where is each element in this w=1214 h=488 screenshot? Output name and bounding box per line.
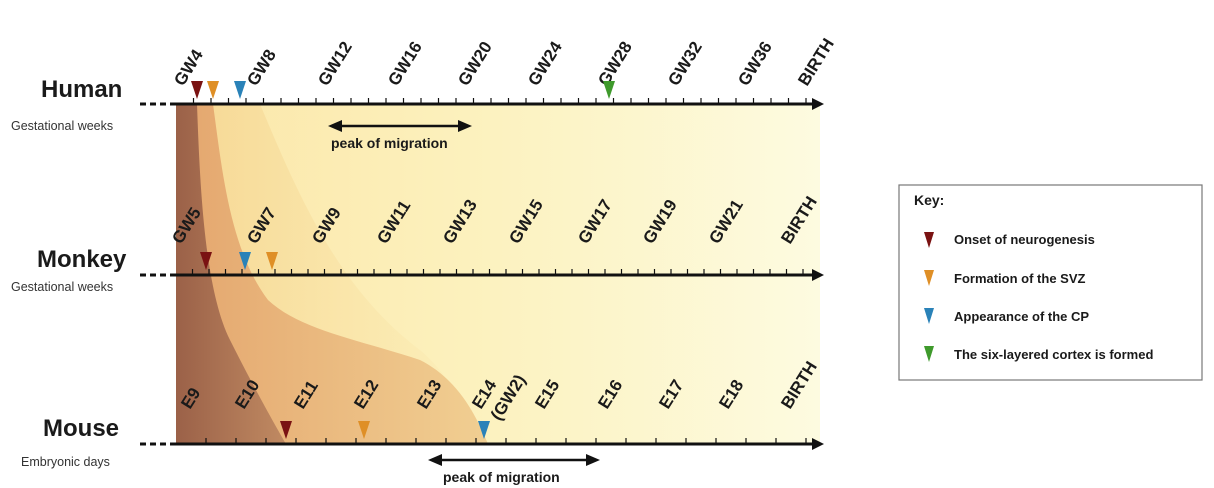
mouse-onset-marker <box>280 421 292 439</box>
human-unit-label: Gestational weeks <box>11 119 113 133</box>
legend-key: Key: Onset of neurogenesis Formation of … <box>898 184 1203 381</box>
human-tick-label: GW36 <box>734 38 776 89</box>
human-tick-labels: GW4 GW8 GW12 GW16 GW20 GW24 GW28 GW32 GW… <box>170 35 838 89</box>
human-peak-arrow-left-head <box>328 120 342 132</box>
mouse-cp-marker <box>478 421 490 439</box>
human-peak-arrow-right-head <box>458 120 472 132</box>
human-peak-label: peak of migration <box>331 135 448 151</box>
human-tick-label: GW16 <box>384 38 426 89</box>
human-species-label: Human <box>41 76 122 103</box>
mouse-peak-label: peak of migration <box>443 469 560 485</box>
legend-item-label: The six-layered cortex is formed <box>954 347 1153 362</box>
legend-item-label: Onset of neurogenesis <box>954 232 1095 247</box>
legend-box <box>898 184 1203 381</box>
human-peak-of-migration: peak of migration <box>328 120 472 151</box>
legend-title: Key: <box>914 192 944 208</box>
middle-band <box>176 104 488 444</box>
mouse-peak-arrow-left-head <box>428 454 442 466</box>
legend-onset-marker <box>924 232 934 248</box>
mouse-unit-label: Embryonic days <box>21 455 110 469</box>
human-tick-label: GW24 <box>524 38 566 89</box>
human-onset-marker <box>191 81 203 99</box>
monkey-axis-arrowhead <box>812 269 824 281</box>
monkey-cp-marker <box>239 252 251 270</box>
mouse-peak-arrow-right-head <box>586 454 600 466</box>
event-markers <box>191 81 615 439</box>
legend-svz-marker <box>924 270 934 286</box>
mouse-labels: Mouse Embryonic days <box>21 415 119 469</box>
human-cp-marker <box>234 81 246 99</box>
human-tick-label: GW8 <box>243 46 280 89</box>
human-tick-label: BIRTH <box>794 35 838 89</box>
mouse-axis-arrowhead <box>812 438 824 450</box>
human-svz-marker <box>207 81 219 99</box>
dark-band <box>176 104 286 444</box>
human-six-layer-marker <box>603 81 615 99</box>
legend-item-label: Formation of the SVZ <box>954 271 1086 286</box>
monkey-unit-label: Gestational weeks <box>11 280 113 294</box>
human-tick-label: GW20 <box>454 38 496 89</box>
monkey-labels: Monkey Gestational weeks <box>11 246 127 294</box>
monkey-species-label: Monkey <box>37 246 127 273</box>
timeline-axes <box>140 98 824 450</box>
mouse-svz-marker <box>358 421 370 439</box>
human-tick-label: GW28 <box>594 38 636 89</box>
legend-cp-marker <box>924 308 934 324</box>
legend-six-layer-marker <box>924 346 934 362</box>
human-labels: Human Gestational weeks <box>11 76 122 133</box>
mouse-peak-of-migration: peak of migration <box>428 454 600 485</box>
human-tick-label: GW32 <box>664 38 706 89</box>
mouse-species-label: Mouse <box>43 415 119 442</box>
human-tick-label: GW12 <box>314 38 356 89</box>
monkey-svz-marker <box>266 252 278 270</box>
monkey-onset-marker <box>200 252 212 270</box>
legend-item-label: Appearance of the CP <box>954 309 1089 324</box>
human-axis-arrowhead <box>812 98 824 110</box>
